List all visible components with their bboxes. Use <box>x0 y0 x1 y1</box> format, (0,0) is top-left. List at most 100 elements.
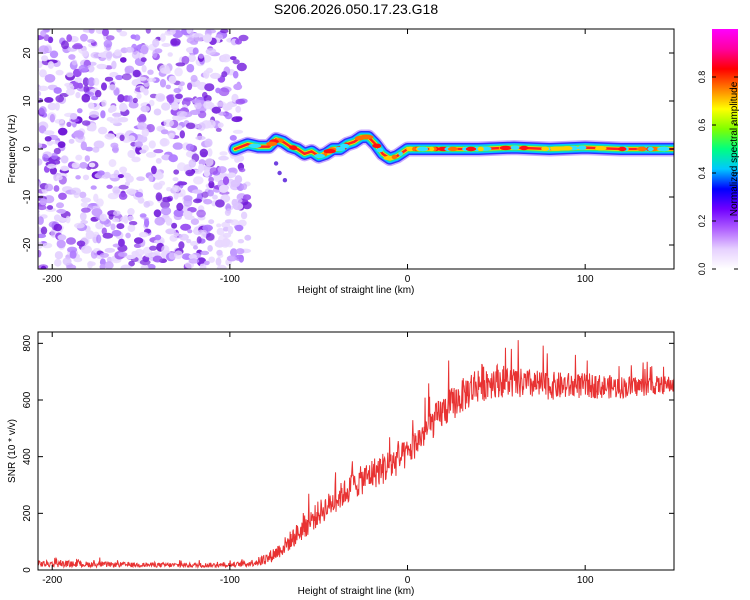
noise-blob <box>216 249 223 256</box>
noise-blob <box>230 219 240 226</box>
noise-blob <box>209 167 219 175</box>
x-tick-label: 100 <box>577 575 594 586</box>
noise-blob <box>197 122 206 131</box>
noise-blob <box>49 113 56 123</box>
noise-blob <box>208 180 215 189</box>
noise-blob <box>118 252 128 257</box>
spectrogram-y-label: Frequency (Hz) <box>7 115 18 184</box>
noise-blob <box>222 103 231 111</box>
noise-blob <box>114 49 122 57</box>
noise-blob <box>221 71 228 78</box>
y-tick-label: -20 <box>22 237 33 252</box>
track-hotspot <box>595 146 607 151</box>
noise-blob <box>76 240 86 247</box>
noise-blob <box>159 78 167 88</box>
noise-blob <box>216 223 222 228</box>
noise-blob <box>188 254 197 260</box>
track-hotspot <box>266 141 278 146</box>
noise-blob <box>53 159 61 165</box>
noise-blob <box>131 50 140 60</box>
noise-blob <box>153 108 162 116</box>
snr-panel: -200 -100 0 100 0 200 400 600 800 Height of str… <box>7 331 675 597</box>
noise-blob <box>136 115 147 124</box>
noise-blob <box>153 182 163 190</box>
noise-blob <box>106 35 115 41</box>
noise-blob <box>140 264 149 269</box>
noise-blob <box>165 217 173 226</box>
noise-blob <box>99 252 109 258</box>
noise-blob <box>233 83 243 91</box>
noise-blob <box>242 201 252 210</box>
colorbar-tick-label: 0.6 <box>697 119 707 132</box>
noise-blob <box>54 251 64 260</box>
noise-blob <box>161 245 170 255</box>
noise-blob <box>101 227 108 235</box>
noise-blob <box>110 142 119 149</box>
noise-blob <box>96 198 104 207</box>
track-hotspot <box>447 146 459 152</box>
noise-blob <box>68 138 75 144</box>
noise-blob <box>70 187 82 196</box>
noise-blob <box>38 180 41 190</box>
noise-blob <box>204 260 210 266</box>
noise-blob <box>148 140 156 149</box>
noise-blob <box>165 228 177 235</box>
noise-blob <box>202 224 214 232</box>
noise-blob <box>124 181 130 186</box>
noise-blob <box>38 233 47 239</box>
noise-blob <box>190 40 198 45</box>
noise-blob <box>134 237 144 244</box>
noise-blob <box>38 216 44 225</box>
noise-blob <box>38 106 47 115</box>
noise-blob <box>81 207 91 213</box>
noise-blob <box>111 229 122 237</box>
noise-blob <box>218 111 227 116</box>
noise-blob <box>112 218 120 223</box>
noise-blob <box>127 224 136 232</box>
noise-blob <box>189 109 201 115</box>
noise-blob <box>136 176 146 181</box>
noise-blob <box>96 63 107 70</box>
noise-blob <box>120 216 127 223</box>
noise-blob <box>102 232 114 239</box>
noise-blob <box>230 179 241 188</box>
spectrogram-x-label: Height of straight line (km) <box>298 285 415 296</box>
noise-blob <box>66 71 74 78</box>
noise-blob <box>171 222 178 229</box>
noise-blob <box>60 155 69 164</box>
noise-blob <box>177 162 187 172</box>
noise-blob <box>155 93 166 102</box>
noise-blob <box>174 67 183 77</box>
noise-blob <box>226 255 237 262</box>
noise-blob <box>93 193 99 202</box>
noise-blob <box>235 98 246 105</box>
y-tick-label: 0 <box>22 567 33 573</box>
noise-blob <box>224 112 233 120</box>
noise-blob <box>231 116 243 123</box>
noise-blob <box>80 220 88 225</box>
noise-blob <box>176 110 188 117</box>
noise-blob <box>132 97 138 104</box>
noise-blob <box>190 74 198 83</box>
colorbar-gradient <box>712 29 738 269</box>
noise-blob <box>141 45 149 55</box>
noise-blob <box>204 138 213 148</box>
noise-blob <box>138 231 149 238</box>
noise-blob <box>101 82 107 91</box>
noise-blob <box>146 77 157 82</box>
noise-blob <box>173 209 185 218</box>
noise-blob <box>55 69 64 76</box>
noise-blob <box>85 146 94 152</box>
noise-blob <box>47 61 55 69</box>
noise-blob <box>54 102 60 111</box>
noise-blob <box>62 257 72 266</box>
noise-blob <box>46 140 54 146</box>
noise-blob <box>88 162 96 168</box>
noise-blob <box>169 234 178 242</box>
snr-y-label: SNR (10 * v/v) <box>7 419 18 483</box>
noise-blob <box>160 33 166 42</box>
noise-blob <box>177 181 188 186</box>
noise-blob <box>234 224 244 232</box>
noise-blob <box>104 171 111 179</box>
